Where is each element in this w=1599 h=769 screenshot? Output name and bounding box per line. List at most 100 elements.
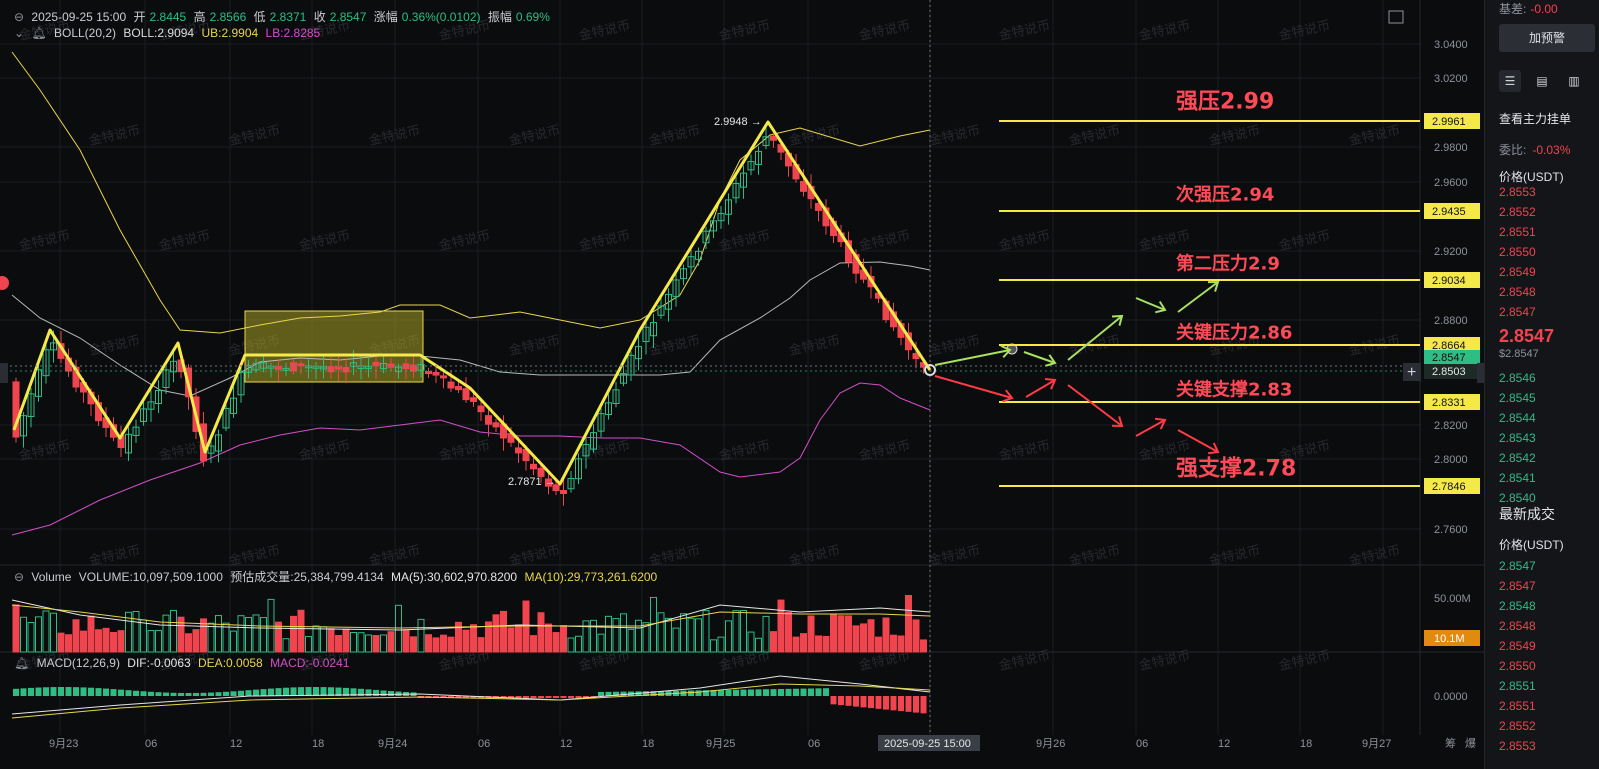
candle <box>597 405 605 438</box>
candle <box>155 380 162 413</box>
bid-price[interactable]: 2.8546 <box>1499 371 1536 385</box>
volume-bar <box>740 609 747 653</box>
macd-bar <box>20 688 27 696</box>
candle <box>567 471 575 493</box>
ask-price[interactable]: 2.8551 <box>1499 225 1536 239</box>
volume-bar <box>282 638 290 653</box>
volume-bar <box>500 610 507 653</box>
volume-bar <box>425 634 432 653</box>
ask-price[interactable]: 2.8547 <box>1499 305 1536 319</box>
order-book-icon[interactable]: ☰ <box>1499 70 1521 92</box>
macd-bar <box>215 692 222 696</box>
boll-lower-line <box>11 382 931 536</box>
bid-price[interactable]: 2.8541 <box>1499 471 1536 485</box>
candle <box>657 296 665 319</box>
watermark-text: 金特说币 <box>648 122 702 147</box>
ask-price[interactable]: 2.8549 <box>1499 265 1536 279</box>
volume-bar <box>132 611 140 653</box>
macd-histogram <box>13 687 927 714</box>
ask-book-icon[interactable]: ▥ <box>1568 74 1580 88</box>
ask-price[interactable]: 2.8552 <box>1499 205 1536 219</box>
candle-body <box>665 293 672 310</box>
candle <box>545 470 552 495</box>
volume-bar <box>807 615 815 653</box>
candle-body <box>770 135 777 141</box>
kline-chart[interactable]: 金特说币 金特说币 金特说币 金特说币 金特说币 金特说币 金特说币 金特说币 金特说币 金特说币… <box>0 0 1484 769</box>
time-axis-label: 06 <box>808 738 820 750</box>
volume-bar <box>147 630 155 653</box>
candle-body <box>50 342 57 351</box>
macd-bar <box>883 696 889 710</box>
volume-bar <box>702 610 710 653</box>
latest-trades-title: 最新成交 <box>1499 506 1555 522</box>
candle-body <box>395 366 402 373</box>
watermark-text: 金特说币 <box>648 332 702 357</box>
view-main-orders-link[interactable]: 查看主力挂单 <box>1499 112 1572 126</box>
macd-bell-icon[interactable]: 🔔︎ <box>14 656 30 670</box>
collapse-icon[interactable]: ⌄ <box>14 26 25 40</box>
time-axis-label: 12 <box>560 738 572 750</box>
volume-bar <box>275 621 282 653</box>
volume-axis-label: 50.00M <box>1434 593 1471 605</box>
left-alert-badge <box>0 276 9 290</box>
bid-price[interactable]: 2.8543 <box>1499 431 1536 445</box>
bell-icon[interactable]: 🔔︎ <box>31 26 47 40</box>
add-level-button[interactable]: + <box>1403 363 1421 381</box>
bid-price[interactable]: 2.8545 <box>1499 391 1536 405</box>
macd-bar <box>785 688 792 696</box>
volume-bar <box>875 636 882 653</box>
chart-area[interactable]: 金特说币 金特说币 金特说币 金特说币 金特说币 金特说币 金特说币 金特说币 金特说币 金特说币… <box>0 0 1484 769</box>
candle-body <box>492 422 500 428</box>
basis-value: -0.00 <box>1530 2 1558 16</box>
bid-price[interactable]: 2.8540 <box>1499 491 1536 505</box>
macd-bar <box>650 691 657 696</box>
low-label: 低 <box>253 10 266 24</box>
ask-price[interactable]: 2.8553 <box>1499 185 1536 199</box>
macd-bar <box>763 689 769 696</box>
candle-body <box>582 443 590 457</box>
arrow-shaft <box>1177 281 1219 313</box>
volume-toggle-icon[interactable]: ⊖ <box>14 570 25 584</box>
ask-price[interactable]: 2.8548 <box>1499 285 1536 299</box>
watermark-text: 金特说币 <box>1208 122 1262 147</box>
macd-bar <box>230 691 237 696</box>
macd-bar <box>823 688 829 696</box>
bid-price[interactable]: 2.8544 <box>1499 411 1536 425</box>
macd-bar <box>463 696 469 698</box>
volume-bar <box>507 627 515 653</box>
macd-bar <box>568 696 574 698</box>
candle <box>822 199 830 235</box>
volume-bar <box>747 631 755 653</box>
volume-bar <box>192 629 200 653</box>
macd-bar <box>545 696 552 698</box>
candle <box>492 418 500 432</box>
level-annotation: 关键支撑2.83 <box>1176 378 1292 400</box>
price-axis-label: 3.0400 <box>1434 39 1468 51</box>
expand-icon[interactable]: ⊖ <box>14 10 25 24</box>
macd-bar <box>560 696 567 698</box>
candle <box>477 400 485 421</box>
macd-bar <box>155 692 162 696</box>
ask-price[interactable]: 2.8550 <box>1499 245 1536 259</box>
candle <box>425 367 432 378</box>
bid-price[interactable]: 2.8542 <box>1499 451 1536 465</box>
level-price-tag: 2.8503 <box>1424 363 1480 379</box>
candle <box>485 408 492 437</box>
candle-body <box>290 362 297 372</box>
tag-bg <box>1424 363 1480 379</box>
add-alert-button[interactable]: 加预警 <box>1499 24 1595 52</box>
boll-info-row: ⌄ 🔔︎ BOLL(20,2) BOLL:2.9094 UB:2.9904 LB… <box>14 26 324 40</box>
bid-book-icon[interactable]: ▤ <box>1536 74 1548 88</box>
left-scroll-handle <box>0 363 8 383</box>
volume-bar <box>852 625 860 653</box>
volume-ma10-line <box>11 604 931 629</box>
volume-bar <box>537 612 545 653</box>
volume-bar <box>380 634 387 653</box>
watermark-text: 金特说币 <box>228 122 282 147</box>
arrow-shaft <box>1177 429 1219 453</box>
macd-bar <box>718 689 724 696</box>
candle <box>672 270 680 307</box>
candle-body <box>725 199 732 215</box>
macd-bar <box>253 689 259 696</box>
macd-bar <box>50 687 57 696</box>
